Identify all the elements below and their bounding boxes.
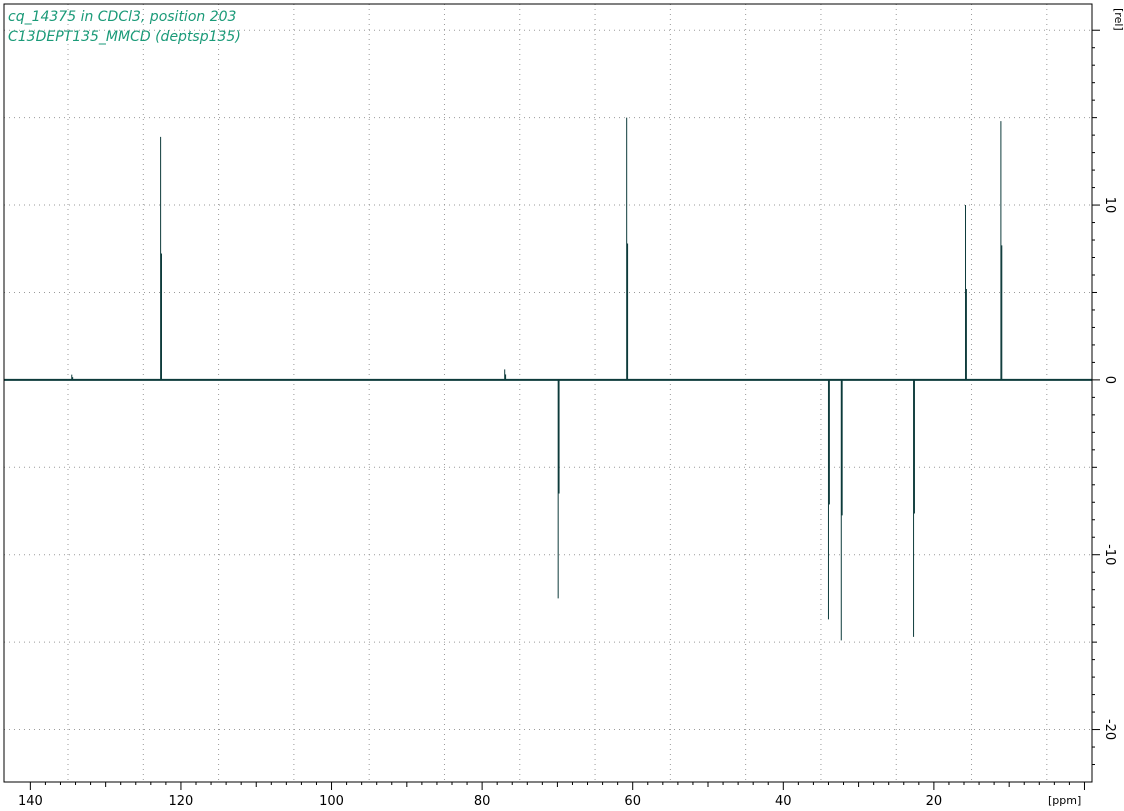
x-tick-label: 120 (169, 794, 194, 809)
y-tick-label: 10 (1102, 197, 1117, 214)
y-tick-label: 0 (1102, 376, 1117, 384)
y-tick-label: -10 (1102, 544, 1117, 565)
x-tick-label: 20 (926, 794, 943, 809)
chart-title-line-1: cq_14375 in CDCl3, position 203 (8, 9, 236, 25)
x-tick-label: 100 (319, 794, 344, 809)
chart-title-line-2: C13DEPT135_MMCD (deptsp135) (8, 29, 241, 45)
x-axis-unit-label: [ppm] (1048, 794, 1081, 807)
x-tick-label: 60 (624, 794, 641, 809)
y-axis-unit-label: [rel] (1112, 8, 1124, 31)
x-tick-label: 140 (18, 794, 43, 809)
plot-frame (3, 3, 1093, 783)
spectrum-series (4, 117, 1092, 641)
y-axis-ticks: 10 0 -10 -20 (1092, 29, 1117, 766)
x-tick-label: 40 (775, 794, 792, 809)
x-axis-ticks: 140 120 100 80 60 40 20 (18, 782, 1085, 809)
x-tick-label: 80 (474, 794, 491, 809)
y-tick-label: -20 (1102, 719, 1117, 740)
grid-lines (4, 4, 1092, 782)
